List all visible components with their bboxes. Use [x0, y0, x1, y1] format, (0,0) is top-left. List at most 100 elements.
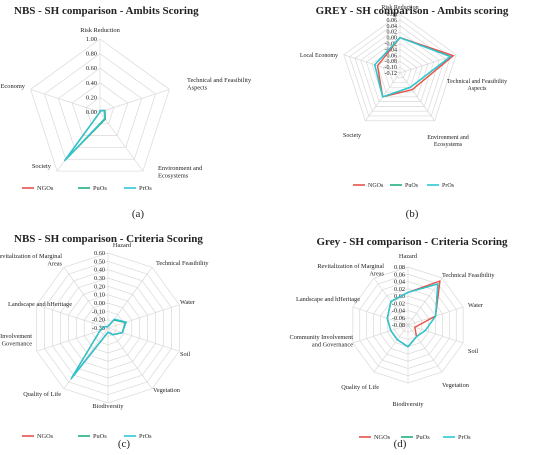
chart-panel-c: NBS - SH comparison - Criteria Scoring (…	[0, 228, 275, 455]
tick-label: 0.00	[94, 300, 105, 307]
axis-label-line: Vegetation	[153, 387, 181, 394]
axis-label: Revitalization of Marginal Areas	[317, 263, 384, 277]
grid-spoke	[36, 327, 109, 352]
radar-chart-c: NBS - SH comparison - Criteria Scoring (…	[0, 233, 209, 450]
tick-label: -0.10	[385, 65, 398, 71]
tick-label: 0.02	[394, 286, 405, 293]
tick-label: -0.02	[385, 42, 398, 48]
axis-label-line: Hazard	[399, 253, 418, 260]
grid-spoke	[407, 324, 443, 373]
legend-label: PuOs	[93, 185, 107, 192]
axis-label-line: Environment and	[158, 165, 203, 172]
axis-label: Water	[180, 299, 196, 306]
tick-label: 0.60	[94, 250, 105, 257]
tick-label: 0.30	[94, 275, 105, 282]
legend: NGOs PuOs PrOs	[359, 434, 471, 441]
axis-label-line: Revitalization of Marginal	[317, 263, 384, 270]
axis-label-line: and Governance	[0, 340, 32, 347]
legend: NGOs PuOs PrOs	[22, 433, 152, 440]
legend-label: NGOs	[37, 185, 54, 192]
axis-label-line: Water	[180, 299, 196, 306]
panel-label: (a)	[132, 208, 145, 220]
grid-spoke	[407, 277, 443, 326]
axis-label: Quality of Life	[341, 384, 379, 391]
tick-label: -0.02	[392, 300, 405, 307]
axis-label-line: Areas	[47, 260, 62, 267]
axis-label: Vegetation	[153, 387, 181, 394]
tick-label: -0.04	[385, 47, 398, 53]
axis-label: Technical and Feasibility Aspects	[447, 79, 507, 92]
axis-label-line: Technical and Feasibility	[187, 77, 252, 84]
grid-spoke	[63, 327, 109, 389]
grid-spoke	[343, 54, 401, 74]
radar-chart-a: NBS - SH comparison - Ambits Scoring (a)…	[0, 5, 252, 220]
axis-label: Biodiversity	[92, 403, 124, 410]
grid-spoke	[352, 306, 409, 326]
axis-label-line: Technical and Feasibility	[447, 79, 507, 85]
grid-spoke	[399, 54, 457, 74]
series-line-pros	[64, 109, 106, 162]
axis-label-line: Community Involvement	[290, 334, 354, 341]
legend-label: NGOs	[374, 434, 391, 441]
tick-label: -0.10	[92, 308, 105, 315]
tick-label: 0.00	[86, 109, 97, 116]
axis-label-line: Aspects	[468, 86, 488, 92]
axis-label: Hazard	[399, 253, 418, 260]
tick-label: 0.20	[94, 283, 105, 290]
axis-label-line: Risk Reduction	[80, 27, 120, 34]
legend-label: PrOs	[139, 185, 152, 192]
axis-label-line: Biodiversity	[92, 403, 124, 410]
legend-label: PuOs	[416, 434, 430, 441]
grid-spoke	[399, 72, 435, 121]
axis-label-line: Risk Reduction	[381, 5, 418, 11]
axis-label: Risk Reduction	[381, 5, 418, 11]
axis-label-line: Local Economy	[300, 53, 338, 59]
chart-title: NBS - SH comparison - Criteria Scoring	[14, 233, 203, 245]
grid-spoke	[99, 111, 144, 172]
tick-label: 0.40	[86, 80, 97, 87]
tick-label: -0.04	[392, 308, 406, 315]
axis-label: Technical Feasibility	[442, 272, 495, 279]
radar-chart-b: GREY - SH comparison - Ambits scoring (b…	[300, 5, 509, 220]
axis-label-line: Landscape and hHeritage	[8, 301, 72, 308]
axis-label-line: Ecosystems	[434, 142, 463, 148]
axis-label-line: Vegetation	[442, 382, 470, 389]
grid-ring	[30, 38, 170, 172]
chart-title: GREY - SH comparison - Ambits scoring	[316, 5, 509, 17]
tick-label: -0.06	[385, 53, 398, 59]
grid-ring	[343, 13, 457, 122]
tick-label: -0.30	[92, 325, 105, 332]
axis-label-line: Quality of Life	[341, 384, 379, 391]
axis-label-line: Local Economy	[0, 83, 26, 90]
axis-label: Landscape and hHeritage	[296, 296, 360, 303]
panel-label: (d)	[394, 438, 407, 450]
radar-grid	[36, 252, 180, 404]
grid-ring	[382, 54, 418, 88]
axis-label-line: Quality of Life	[23, 391, 61, 398]
axis-label-line: Society	[32, 163, 52, 170]
axis-label-line: Ecosystems	[158, 172, 189, 179]
radar-grid	[343, 13, 457, 122]
legend-label: NGOs	[37, 433, 54, 440]
grid-spoke	[352, 324, 409, 344]
axis-label: Society	[32, 163, 52, 170]
legend: NGOs PuOs PrOs	[353, 183, 455, 189]
axis-label-line: Environment and	[427, 135, 469, 141]
axis-label-line: Landscape and hHeritage	[296, 296, 360, 303]
panel-label: (c)	[118, 438, 131, 450]
axis-label: Soil	[468, 348, 478, 355]
grid-spoke	[107, 304, 180, 329]
grid-ring	[44, 53, 156, 160]
grid-ring	[349, 19, 451, 117]
grid-ring	[371, 43, 429, 98]
tick-label: 1.00	[86, 36, 97, 43]
tick-label: -0.20	[92, 317, 105, 324]
axis-label: Environment and Ecosystems	[158, 165, 203, 179]
legend-label: PrOs	[442, 183, 455, 189]
radar-chart-d: Grey - SH comparison - Criteria Scoring …	[290, 236, 509, 450]
tick-label: 0.20	[86, 94, 97, 101]
axis-label: Local Economy	[300, 53, 338, 59]
axis-label-line: Soil	[468, 348, 478, 355]
tick-label: -0.08	[392, 322, 405, 329]
